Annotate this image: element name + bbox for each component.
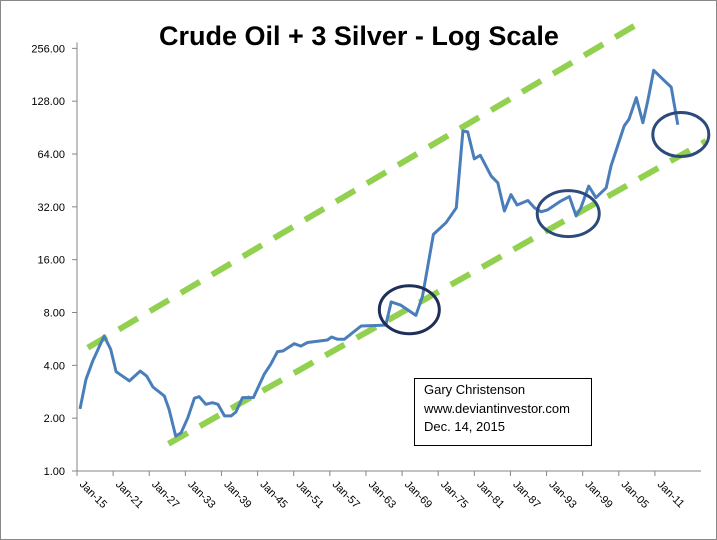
y-tick-label: 2.00 [44,413,65,425]
x-tick-label: Jan-51 [294,479,326,511]
chart-title: Crude Oil + 3 Silver - Log Scale [159,21,559,51]
y-tick-label: 1.00 [44,466,65,478]
axes: 1.00 2.00 4.00 8.00 16.00 32.00 64.00 128.00 256… [31,42,701,511]
annotation-author: Gary Christenson [424,382,526,397]
x-tick-label: Jan-57 [330,479,362,511]
y-tick-label: 128.00 [31,96,65,108]
highlight-circle [651,110,711,158]
x-tick-label: Jan-87 [510,479,542,511]
trendlines [86,16,708,447]
highlight-circles [377,110,711,336]
trendline [167,138,708,447]
x-tick-label: Jan-39 [221,479,253,511]
annotation-website: www.deviantinvestor.com [424,400,570,416]
x-tick-label: Jan-05 [619,479,651,511]
x-tick-label: Jan-63 [366,479,398,511]
x-tick-label: Jan-81 [474,479,506,511]
x-tick-label: Jan-33 [185,479,217,511]
y-tick-label: 256.00 [31,43,65,55]
annotation-date: Dec. 14, 2015 [424,419,505,434]
x-tick-label: Jan-75 [438,479,470,511]
trendline [86,16,648,351]
x-tick-label: Jan-15 [77,479,109,511]
x-tick-label: Jan-27 [149,479,181,511]
y-tick-label: 32.00 [37,202,65,214]
x-tick-label: Jan-93 [546,479,578,511]
x-tick-label: Jan-11 [655,479,687,511]
annotation-box: Gary Christenson www.deviantinvestor.com… [414,378,592,446]
y-tick-label: 16.00 [37,255,65,267]
y-tick-label: 4.00 [44,360,65,372]
y-tick-label: 64.00 [37,149,65,161]
y-tick-label: 8.00 [44,308,65,320]
highlight-circle [377,284,441,336]
x-tick-label: Jan-21 [113,479,145,511]
x-tick-label: Jan-69 [402,479,434,511]
x-tick-label: Jan-99 [583,479,615,511]
highlight-circle [535,189,601,239]
x-tick-label: Jan-45 [257,479,289,511]
